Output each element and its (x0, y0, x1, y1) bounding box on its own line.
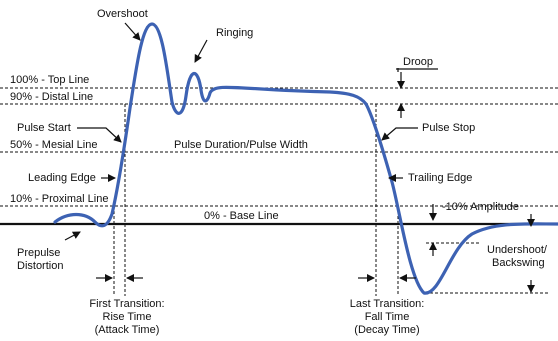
leading-edge-label: Leading Edge (28, 172, 96, 184)
overshoot-arrow (124, 22, 141, 41)
prepulse-label: Prepulse (17, 247, 60, 259)
rise-time-label: Rise Time (103, 311, 152, 323)
fall-time-label: Fall Time (365, 311, 410, 323)
trailing-edge-label: Trailing Edge (408, 172, 472, 184)
ringing-label: Ringing (216, 27, 253, 39)
overshoot-label: Overshoot (97, 8, 148, 20)
first-transition-label: First Transition: (89, 298, 164, 310)
top-line-label: 100% - Top Line (10, 74, 89, 86)
decay-time-label: (Decay Time) (354, 324, 419, 336)
undershoot-label: Undershoot/ (487, 244, 548, 256)
pulse-stop-label: Pulse Stop (422, 122, 475, 134)
pulse-stop-arrow (381, 127, 418, 141)
last-transition-label: Last Transition: (350, 298, 425, 310)
pulse-waveform (53, 22, 558, 295)
prepulse-arrow (64, 231, 81, 241)
base-line-label: 0% - Base Line (204, 210, 279, 222)
backswing-label: Backswing (492, 257, 545, 269)
droop-label: Droop (403, 56, 433, 68)
distal-line-label: 90% - Distal Line (10, 91, 93, 103)
prepulse-distortion-label: Distortion (17, 260, 63, 272)
neg-amplitude-label: -10% Amplitude (442, 201, 519, 213)
mesial-line-label: 50% - Mesial Line (10, 139, 97, 151)
ringing-arrow (194, 39, 208, 63)
pulse-start-arrow (77, 127, 122, 143)
pulse-start-label: Pulse Start (17, 122, 71, 134)
pulse-duration-label: Pulse Duration/Pulse Width (174, 139, 308, 151)
proximal-line-label: 10% - Proximal Line (10, 193, 108, 205)
attack-time-label: (Attack Time) (95, 324, 160, 336)
